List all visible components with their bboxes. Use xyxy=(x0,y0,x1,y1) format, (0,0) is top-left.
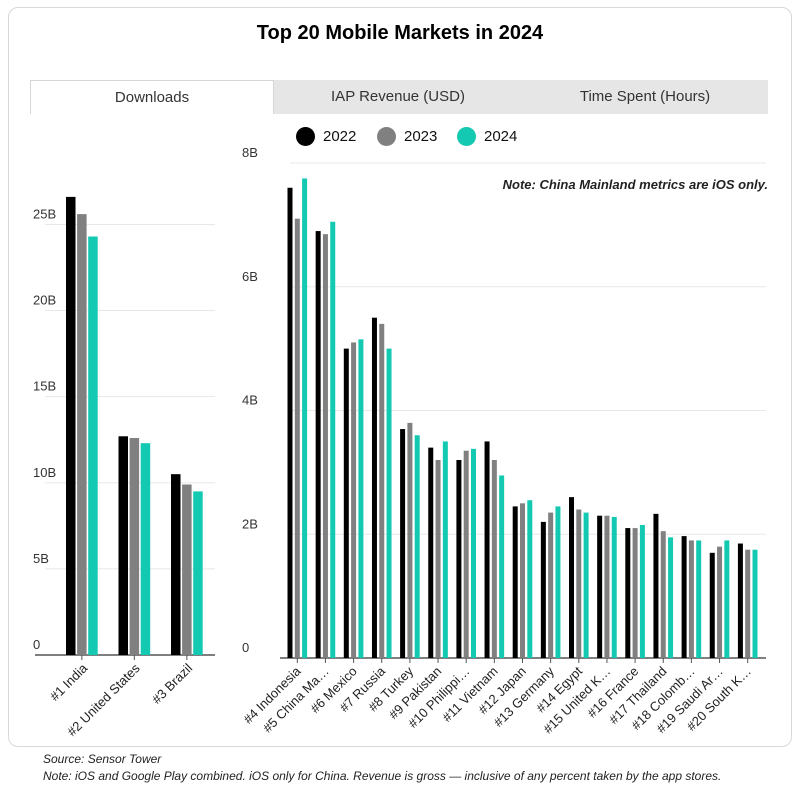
bar-17-thailand-2022 xyxy=(653,513,659,658)
legend-label-2023: 2023 xyxy=(404,127,438,145)
bar-2-united-states-2022 xyxy=(118,436,128,655)
bar-20-south-k-2024 xyxy=(752,549,758,658)
y-tick-label: 4B xyxy=(242,393,258,408)
y-tick-label: 5B xyxy=(33,551,49,566)
bar-2-united-states-2023 xyxy=(129,438,140,655)
bar-3-brazil-2024 xyxy=(193,491,203,655)
bar-16-france-2022 xyxy=(625,528,631,658)
page-title: Top 20 Mobile Markets in 2024 xyxy=(256,22,544,44)
bar-15-united-k-2023 xyxy=(604,515,610,658)
bar-12-japan-2023 xyxy=(520,503,525,658)
x-tick-label: #1 India xyxy=(47,660,91,704)
bar-20-south-k-2023 xyxy=(745,549,751,658)
bar-10-philippi-2022 xyxy=(456,460,462,658)
bar-12-japan-2024 xyxy=(527,500,533,658)
bar-17-thailand-2024 xyxy=(668,537,674,658)
legend-swatch-2022 xyxy=(296,126,315,146)
bar-2-united-states-2024 xyxy=(140,443,151,655)
legend-swatch-2023 xyxy=(377,126,396,146)
bar-13-germany-2023 xyxy=(548,512,554,658)
tab-downloads[interactable]: Downloads xyxy=(30,80,274,114)
bar-11-vietnam-2024 xyxy=(499,475,505,658)
bar-5-china-ma-2024 xyxy=(330,221,336,658)
bar-14-egypt-2023 xyxy=(576,509,582,658)
bar-16-france-2023 xyxy=(632,528,638,658)
y-tick-label: 20B xyxy=(33,293,56,308)
bar-3-brazil-2023 xyxy=(182,484,192,655)
bar-18-colomb-2023 xyxy=(688,540,694,658)
y-tick-label: 8B xyxy=(242,145,258,160)
tab-time-spent[interactable]: Time Spent (Hours) xyxy=(579,88,711,105)
bar-20-south-k-2022 xyxy=(737,543,743,658)
bar-4-indonesia-2023 xyxy=(294,218,300,658)
bar-15-united-k-2024 xyxy=(611,516,617,658)
legend-item-2024[interactable]: 2024 xyxy=(457,124,517,148)
bar-9-pakistan-2022 xyxy=(428,447,434,658)
bar-3-brazil-2022 xyxy=(171,474,181,655)
bar-8-turkey-2024 xyxy=(414,435,420,658)
bar-5-china-ma-2022 xyxy=(315,231,321,658)
bar-7-russia-2023 xyxy=(379,323,385,658)
tab-bar: Downloads IAP Revenue (USD) Time Spent (… xyxy=(30,80,768,114)
tab-iap-revenue[interactable]: IAP Revenue (USD) xyxy=(331,88,465,105)
bar-14-egypt-2024 xyxy=(583,512,589,658)
y-tick-label: 10B xyxy=(33,465,56,480)
bar-6-mexico-2024 xyxy=(358,339,364,658)
bar-4-indonesia-2024 xyxy=(302,178,308,658)
bar-19-saudi-ar-2022 xyxy=(709,552,715,658)
bar-18-colomb-2024 xyxy=(696,540,702,658)
bar-14-egypt-2022 xyxy=(569,497,574,658)
bar-13-germany-2024 xyxy=(555,506,561,658)
bar-7-russia-2022 xyxy=(371,317,377,658)
bar-12-japan-2022 xyxy=(512,506,518,658)
x-tick-label: #3 Brazil xyxy=(149,660,195,706)
bar-8-turkey-2023 xyxy=(407,422,413,658)
legend-item-2022[interactable]: 2022 xyxy=(296,124,356,148)
bar-17-thailand-2023 xyxy=(660,531,666,658)
bar-8-turkey-2022 xyxy=(400,429,406,658)
bar-19-saudi-ar-2024 xyxy=(724,540,730,658)
bar-18-colomb-2022 xyxy=(681,536,687,658)
bar-13-germany-2022 xyxy=(540,521,546,658)
bar-1-india-2024 xyxy=(88,236,98,655)
footer-source: Source: Sensor Tower xyxy=(43,752,162,766)
bar-11-vietnam-2022 xyxy=(484,441,490,658)
y-tick-label: 0 xyxy=(242,640,249,655)
bar-19-saudi-ar-2023 xyxy=(717,546,723,658)
y-tick-label: 25B xyxy=(33,206,56,221)
legend-item-2023[interactable]: 2023 xyxy=(377,124,437,148)
y-tick-label: 0 xyxy=(33,637,40,652)
bar-6-mexico-2023 xyxy=(351,342,357,658)
bar-9-pakistan-2024 xyxy=(442,441,448,658)
y-tick-label: 15B xyxy=(33,379,56,394)
bar-4-indonesia-2022 xyxy=(287,187,293,658)
bar-9-pakistan-2023 xyxy=(435,460,441,658)
bar-6-mexico-2022 xyxy=(343,348,349,658)
legend-label-2022: 2022 xyxy=(323,127,357,145)
legend-swatch-2024 xyxy=(457,126,476,146)
bar-10-philippi-2024 xyxy=(471,448,476,658)
bar-1-india-2023 xyxy=(77,214,87,655)
bar-5-china-ma-2023 xyxy=(322,234,328,658)
y-tick-label: 6B xyxy=(242,269,258,284)
bar-7-russia-2024 xyxy=(386,348,392,658)
footer-note: Note: iOS and Google Play combined. iOS … xyxy=(43,769,722,783)
chart-note: Note: China Mainland metrics are iOS onl… xyxy=(502,177,768,192)
bar-16-france-2024 xyxy=(639,524,645,658)
bar-1-india-2022 xyxy=(66,196,76,655)
legend-label-2024: 2024 xyxy=(484,127,518,145)
y-tick-label: 2B xyxy=(242,516,258,531)
bar-10-philippi-2023 xyxy=(463,450,469,658)
bar-11-vietnam-2023 xyxy=(491,460,497,658)
bar-15-united-k-2022 xyxy=(597,515,603,658)
